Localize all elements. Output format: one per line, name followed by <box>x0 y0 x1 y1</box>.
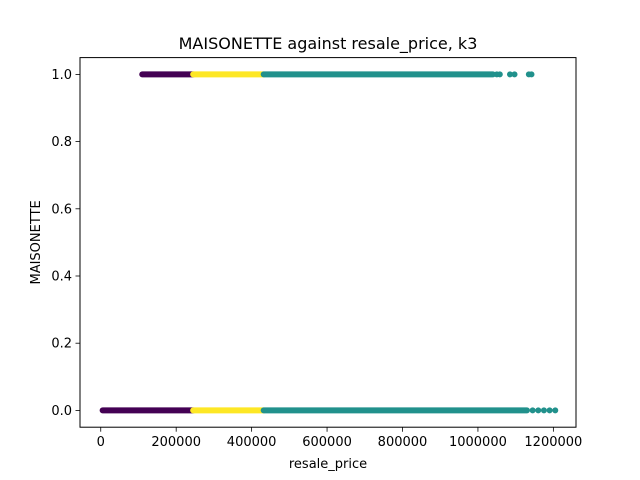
x-tick-label: 600000 <box>302 435 352 450</box>
y-tick-label: 0.8 <box>51 135 72 150</box>
cluster-3-point-1 <box>529 407 536 414</box>
y-tick-label: 0.0 <box>51 404 72 419</box>
x-tick-label: 800000 <box>378 435 428 450</box>
cluster-3-point-8 <box>506 71 513 78</box>
y-tick-label: 0.2 <box>51 337 72 352</box>
cluster-3-point-5 <box>552 407 559 414</box>
cluster-3-point-7 <box>496 71 503 78</box>
x-axis: 0 200000 400000 600000 800000 1000000 1200000 <box>97 427 582 450</box>
x-tick-label: 200000 <box>151 435 201 450</box>
cluster-3-point-11 <box>528 71 535 78</box>
y-tick-label: 1.0 <box>51 68 72 83</box>
x-tick-label: 400000 <box>227 435 277 450</box>
x-tick-label: 1200000 <box>524 435 582 450</box>
y-tick-label: 0.4 <box>51 270 72 285</box>
cluster-3-point-2 <box>535 407 542 414</box>
x-tick-label: 0 <box>97 435 105 450</box>
y-axis: 0.0 0.2 0.4 0.6 0.8 1.0 <box>51 68 80 419</box>
y-axis-label: MAISONETTE <box>29 200 44 284</box>
x-axis-label: resale_price <box>289 457 367 472</box>
x-tick-label: 1000000 <box>449 435 507 450</box>
cluster-3-point-9 <box>511 71 518 78</box>
plot-area <box>99 71 559 414</box>
cluster-3-point-3 <box>540 407 547 414</box>
plot-frame <box>79 57 577 428</box>
cluster-3-point-4 <box>546 407 553 414</box>
y-tick-label: 0.6 <box>51 202 72 217</box>
chart-title: MAISONETTE against resale_price, k3 <box>179 34 478 54</box>
